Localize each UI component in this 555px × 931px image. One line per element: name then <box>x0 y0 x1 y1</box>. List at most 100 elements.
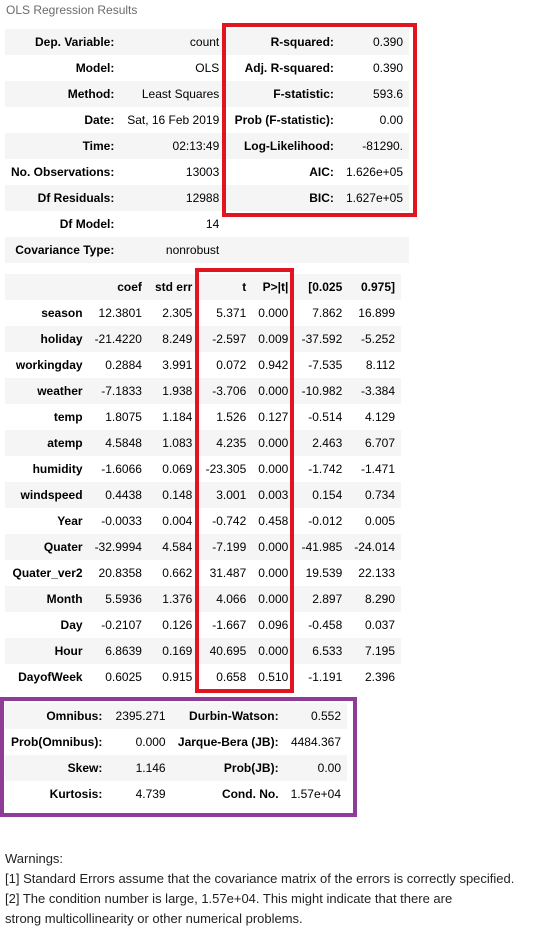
diagnostic-label: Prob(JB): <box>171 755 285 781</box>
coef-variable-name: humidity <box>32 462 83 476</box>
coef-variable-name: temp <box>53 410 83 424</box>
coef-value: -1.191 <box>308 670 343 684</box>
summary-value: Least Squares <box>120 81 226 107</box>
coef-value: 0.510 <box>258 670 289 684</box>
coef-variable-name: atemp <box>5 430 89 456</box>
coefficients-table: coef std err t P>|t| [0.025 0.975] season 12.3… <box>5 274 401 690</box>
summary-label: Log-Likelihood: <box>225 133 340 159</box>
model-summary-table: Dep. Variable: count R-squared: 0.390 Model:… <box>5 29 409 263</box>
coef-value: 0.000 <box>252 378 295 404</box>
summary-row: Method: Least Squares F-statistic: 593.6 <box>5 81 409 107</box>
coef-column-header: t <box>198 274 253 300</box>
coef-value: -1.667 <box>212 618 247 632</box>
coef-value: 8.112 <box>365 358 395 372</box>
summary-row: No. Observations: 13003 AIC: 1.626e+05 <box>5 159 409 185</box>
table-caption: OLS Regression Results <box>6 3 138 17</box>
summary-label: BIC: <box>225 185 340 211</box>
coef-variable-name: DayofWeek <box>18 670 83 684</box>
coef-value: 0.734 <box>348 482 401 508</box>
coef-variable-name: Hour <box>5 638 89 664</box>
coef-row: atemp 4.5848 1.083 4.235 0.000 2.463 6.707 <box>5 430 401 456</box>
coef-value: 0.003 <box>252 482 295 508</box>
summary-value: nonrobust <box>120 237 226 263</box>
coef-value: 0.004 <box>162 514 193 528</box>
coef-column-header: 0.975] <box>348 274 401 300</box>
coef-value: 0.126 <box>162 618 193 632</box>
diagnostic-value: 1.146 <box>108 755 172 781</box>
warnings-title: Warnings: <box>5 851 64 866</box>
diagnostic-label: Durbin-Watson: <box>171 703 285 729</box>
coef-value: 12.3801 <box>98 306 142 320</box>
summary-label: Df Model: <box>59 217 115 231</box>
coef-row: temp 1.8075 1.184 1.526 0.127 -0.514 4.129 <box>5 404 401 430</box>
summary-row: Date: Sat, 16 Feb 2019 Prob (F-statistic):… <box>5 107 409 133</box>
diagnostics-row: Skew: 1.146 Prob(JB): 0.00 <box>5 755 347 781</box>
coef-value: -3.384 <box>348 378 401 404</box>
diagnostic-value: 0.000 <box>135 735 166 749</box>
coef-value: 0.458 <box>258 514 289 528</box>
summary-value: 593.6 <box>339 81 409 107</box>
coef-variable-name: workingday <box>15 358 83 372</box>
coef-value: 1.938 <box>147 378 199 404</box>
summary-label: Prob (F-statistic): <box>234 113 334 127</box>
coef-value: 6.707 <box>348 430 401 456</box>
coef-value: 16.899 <box>358 306 395 320</box>
summary-value: 0.00 <box>379 113 403 127</box>
coef-value: 1.8075 <box>105 410 142 424</box>
coef-row: windspeed 0.4438 0.148 3.001 0.003 0.154 0.734 <box>5 482 401 508</box>
summary-label <box>225 211 340 237</box>
coef-value: 0.000 <box>258 566 289 580</box>
coef-value: 0.942 <box>258 358 289 372</box>
coef-value: 4.5848 <box>88 430 148 456</box>
diagnostics-table: Omnibus: 2395.271 Durbin-Watson: 0.552 Prob(… <box>5 703 347 807</box>
summary-label: R-squared: <box>225 29 340 55</box>
coef-row: Month 5.5936 1.376 4.066 0.000 2.897 8.290 <box>5 586 401 612</box>
summary-row: Dep. Variable: count R-squared: 0.390 <box>5 29 409 55</box>
coef-value: 6.8639 <box>88 638 148 664</box>
coef-value: 0.658 <box>216 670 247 684</box>
coef-value: 3.991 <box>162 358 193 372</box>
coef-row: workingday 0.2884 3.991 0.072 0.942 -7.535 8.1… <box>5 352 401 378</box>
summary-label: Date: <box>84 113 115 127</box>
coef-row: humidity -1.6066 0.069 -23.305 0.000 -1.742 -1… <box>5 456 401 482</box>
coef-value: 7.195 <box>348 638 401 664</box>
coef-row: Quater -32.9994 4.584 -7.199 0.000 -41.985 -24… <box>5 534 401 560</box>
summary-label: Adj. R-squared: <box>244 61 334 75</box>
coef-value: 0.6025 <box>105 670 142 684</box>
warnings-block: Warnings: [1] Standard Errors assume tha… <box>5 849 553 929</box>
coef-value: 0.000 <box>252 586 295 612</box>
coef-column-header: P>|t| <box>252 274 295 300</box>
diagnostics-row: Omnibus: 2395.271 Durbin-Watson: 0.552 <box>5 703 347 729</box>
diagnostic-value: 0.00 <box>284 755 347 781</box>
summary-value: count <box>120 29 226 55</box>
diagnostic-value: 0.552 <box>284 703 347 729</box>
coef-variable-name: season <box>41 306 83 320</box>
coef-value: -5.252 <box>348 326 401 352</box>
coef-value: 2.396 <box>364 670 395 684</box>
coef-value: 0.4438 <box>88 482 148 508</box>
coef-variable-name: Quater_ver2 <box>12 566 83 580</box>
coef-variable-name: windspeed <box>5 482 89 508</box>
coef-row: Hour 6.8639 0.169 40.695 0.000 6.533 7.195 <box>5 638 401 664</box>
coef-value: 40.695 <box>198 638 253 664</box>
diagnostic-value: 4.739 <box>135 787 166 801</box>
coef-value: 4.066 <box>198 586 253 612</box>
summary-value: Sat, 16 Feb 2019 <box>127 113 220 127</box>
coef-value: 0.072 <box>216 358 247 372</box>
summary-label: Time: <box>5 133 121 159</box>
coef-row: holiday -21.4220 8.249 -2.597 0.009 -37.592 -5… <box>5 326 401 352</box>
coef-value: -7.535 <box>308 358 343 372</box>
coef-variable-name: weather <box>5 378 89 404</box>
coef-value: 0.148 <box>147 482 199 508</box>
coef-value: 0.000 <box>252 430 295 456</box>
coef-row: weather -7.1833 1.938 -3.706 0.000 -10.982 -3.… <box>5 378 401 404</box>
coef-value: 0.069 <box>162 462 193 476</box>
coef-value: -0.514 <box>308 410 343 424</box>
coef-value: 4.235 <box>198 430 253 456</box>
coef-value: 0.000 <box>252 534 295 560</box>
diagnostic-label: Skew: <box>5 755 109 781</box>
summary-row: Df Residuals: 12988 BIC: 1.627e+05 <box>5 185 409 211</box>
coef-value: 31.487 <box>209 566 247 580</box>
diagnostics-row: Prob(Omnibus): 0.000 Jarque-Bera (JB): 4484… <box>5 729 347 755</box>
summary-value: 02:13:49 <box>120 133 226 159</box>
